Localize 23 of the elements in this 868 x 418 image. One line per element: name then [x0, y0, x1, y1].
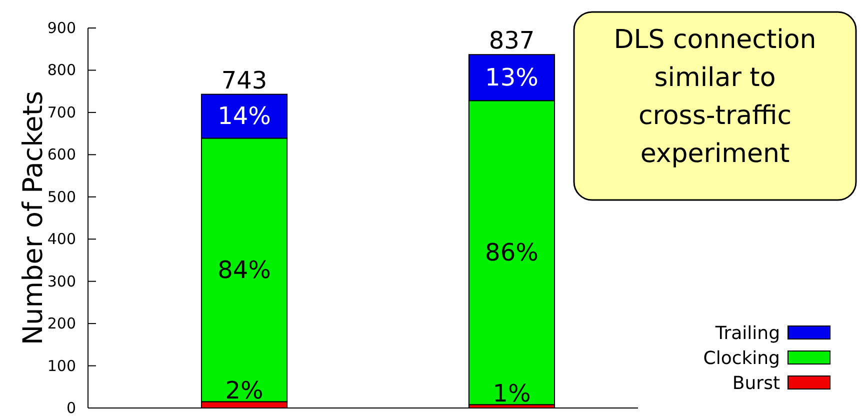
total-label: 837	[488, 26, 535, 55]
annotation: 14%	[218, 102, 271, 130]
annotation: 1%	[492, 380, 531, 408]
y-tick-label: 500	[47, 188, 76, 206]
annotation: DLS connection similar to cross-traffic experiment	[614, 25, 816, 169]
y-tick-label: 300	[47, 272, 76, 290]
y-tick-label: 800	[47, 61, 76, 80]
annotation: 2%	[225, 376, 264, 405]
annotation: 13%	[485, 64, 538, 92]
total-label: 743	[221, 66, 268, 94]
annotation: 84%	[218, 256, 271, 284]
y-tick-label: 400	[47, 230, 76, 248]
y-tick-label: 600	[47, 146, 76, 164]
y-tick-label: 0	[66, 399, 76, 417]
y-tick-label: 900	[47, 19, 76, 37]
y-tick-label: 200	[47, 314, 76, 333]
legend-label: Burst	[732, 373, 780, 394]
y-tick-label: 700	[47, 103, 76, 122]
y-tick-label: 100	[47, 356, 76, 375]
y-axis-title: Number of Packets	[18, 90, 49, 346]
legend-label: Clocking	[703, 348, 780, 369]
legend-label: Trailing	[714, 323, 780, 344]
annotation: 86%	[485, 238, 538, 267]
